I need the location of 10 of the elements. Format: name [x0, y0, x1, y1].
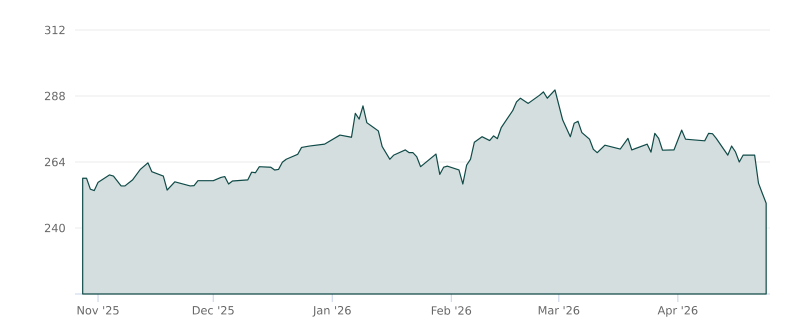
y-tick-label: 240	[44, 224, 65, 232]
y-tick-label: 312	[44, 26, 65, 34]
x-tick-label: Jan '26	[312, 306, 351, 317]
y-tick-label: 288	[44, 92, 65, 100]
x-tick-label: Mar '26	[538, 306, 580, 315]
x-tick-label: Apr '26	[658, 306, 698, 317]
x-tick-label: Dec '25	[192, 306, 234, 315]
x-tick-label: Feb '26	[432, 306, 472, 315]
x-tick-label: Nov '25	[78, 306, 119, 315]
y-tick-label: 264	[44, 158, 66, 166]
